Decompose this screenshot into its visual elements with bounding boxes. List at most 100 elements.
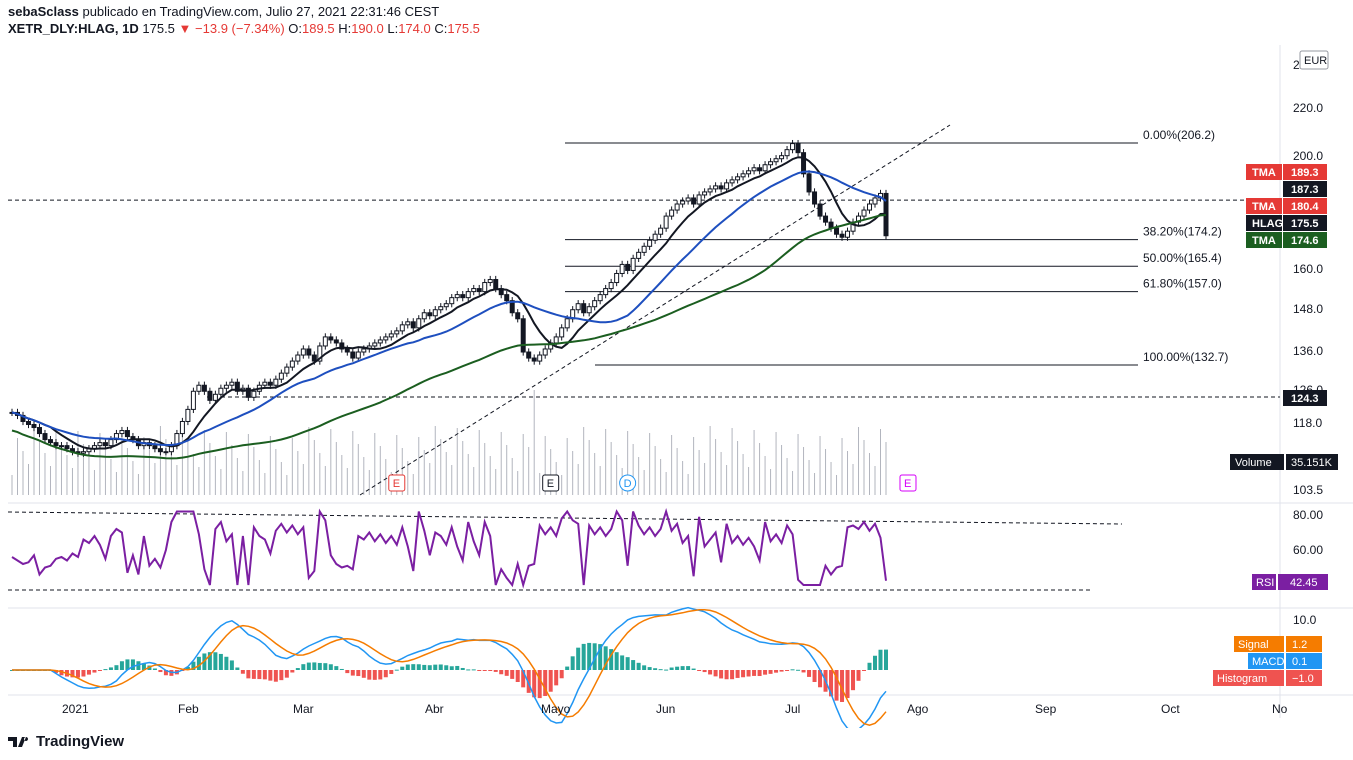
candle-body <box>713 185 719 190</box>
candle-body <box>526 351 532 359</box>
macd-histogram-bar <box>570 656 575 670</box>
macd-histogram-bar <box>862 670 867 671</box>
macd-histogram-bar <box>97 670 102 671</box>
candle-body <box>42 433 48 441</box>
candle-body <box>432 309 438 317</box>
x-axis-label: 2021 <box>62 702 89 716</box>
macd-histogram-bar <box>356 670 361 677</box>
price-tick-label: 148.0 <box>1293 302 1323 316</box>
macd-histogram-bar <box>163 670 168 676</box>
price-tick-label: 2 <box>1293 58 1300 72</box>
candle-body <box>696 194 702 205</box>
candle-body <box>47 439 53 444</box>
candle-body <box>421 312 427 320</box>
event-marker-label: E <box>547 478 554 490</box>
macd-tick-label: 10.0 <box>1293 613 1317 627</box>
candle-body <box>718 185 724 190</box>
candle-body <box>317 345 323 362</box>
macd-histogram-bar <box>372 670 377 680</box>
candle-body <box>405 321 411 326</box>
candle-body <box>603 288 609 296</box>
candle-body <box>273 378 279 386</box>
candle-body <box>784 149 790 157</box>
candle-body <box>834 227 840 235</box>
candle-body <box>537 354 543 362</box>
symbol-name[interactable]: XETR_DLY:HLAG, 1D <box>8 21 139 36</box>
macd-badge <box>1286 670 1322 686</box>
event-marker <box>542 474 560 492</box>
candle-body <box>383 336 389 341</box>
macd-histogram-bar <box>235 667 240 670</box>
price-badge <box>1283 390 1327 406</box>
macd-histogram-bar <box>565 666 570 670</box>
stock-chart[interactable]: 2220.0200.0160.0148.0136.0126.0118.0103.… <box>0 0 1353 728</box>
macd-histogram-bar <box>603 646 608 670</box>
candle-body <box>212 393 218 401</box>
macd-histogram-bar <box>867 662 872 670</box>
candle-body <box>476 288 482 293</box>
brand-footer[interactable]: TradingView <box>8 733 124 750</box>
macd-histogram-bar <box>708 670 713 675</box>
currency-badge <box>1299 50 1329 70</box>
x-axis-label: Feb <box>178 702 199 716</box>
candle-body <box>504 294 510 302</box>
macd-histogram-bar <box>130 659 135 670</box>
candle-body <box>328 336 334 341</box>
candle-body <box>201 384 207 392</box>
candle-body <box>553 336 559 344</box>
price-badge <box>1283 164 1327 180</box>
macd-histogram-bar <box>306 662 311 670</box>
candle-body <box>234 381 240 392</box>
candle-body <box>702 191 708 196</box>
macd-histogram-bar <box>554 670 559 686</box>
macd-histogram-bar <box>609 649 614 670</box>
macd-histogram-bar <box>724 670 729 680</box>
macd-histogram-bar <box>763 670 768 675</box>
author-name[interactable]: sebaSclass <box>8 4 79 19</box>
candle-body <box>669 209 675 217</box>
candle-body <box>31 424 37 429</box>
x-axis-label: Sep <box>1035 702 1057 716</box>
macd-histogram-bar <box>873 655 878 670</box>
candle-body <box>124 430 130 438</box>
macd-histogram-bar <box>460 667 465 670</box>
candle-body <box>597 294 603 302</box>
macd-histogram-bar <box>59 670 64 676</box>
macd-badge-tag <box>1234 636 1284 652</box>
macd-histogram-bar <box>878 649 883 670</box>
x-axis-label: Ago <box>907 702 929 716</box>
macd-histogram-bar <box>713 670 718 677</box>
candle-body <box>36 427 42 435</box>
macd-histogram-bar <box>295 668 300 670</box>
candle-body <box>245 387 251 398</box>
candle-body <box>757 167 763 172</box>
rsi-tick-label: 80.00 <box>1293 508 1323 522</box>
x-axis-label: No <box>1272 702 1288 716</box>
candle-body <box>163 451 169 454</box>
candle-body <box>779 155 785 160</box>
macd-histogram-bar <box>86 670 91 675</box>
candle-body <box>680 200 686 205</box>
candle-body <box>625 263 631 271</box>
candle-body <box>812 191 818 205</box>
x-axis-label: Oct <box>1161 702 1180 716</box>
candle-body <box>410 321 416 329</box>
price-tick-label: 103.5 <box>1293 483 1323 497</box>
macd-histogram-bar <box>741 670 746 678</box>
macd-histogram-bar <box>367 670 372 680</box>
fib-level-label: 50.00%(165.4) <box>1143 251 1222 265</box>
candle-body <box>586 306 592 314</box>
macd-histogram-bar <box>746 670 751 677</box>
candle-body <box>361 348 367 353</box>
macd-histogram-bar <box>301 664 306 670</box>
macd-histogram-bar <box>493 670 498 672</box>
price-badge <box>1283 198 1327 214</box>
price-badge-value: 175.5 <box>1291 218 1319 230</box>
macd-histogram-bar <box>697 670 702 671</box>
publish-info: sebaSclass publicado en TradingView.com,… <box>8 4 439 19</box>
candle-body <box>685 197 691 202</box>
macd-histogram-bar <box>675 666 680 670</box>
candle-body <box>735 176 741 181</box>
trend-line <box>359 124 951 496</box>
currency-label: EUR <box>1304 55 1327 67</box>
